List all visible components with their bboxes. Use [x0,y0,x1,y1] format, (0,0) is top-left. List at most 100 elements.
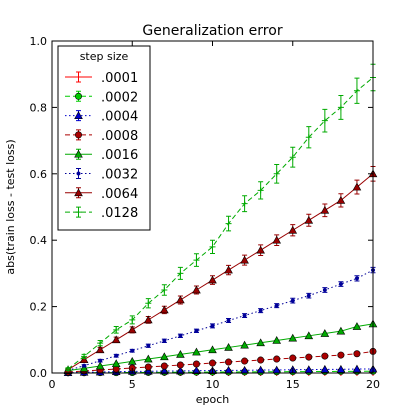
data-point [288,333,298,342]
data-point [65,366,72,373]
data-point [256,245,265,254]
data-point [352,364,362,373]
data-point [95,345,105,354]
data-point [289,154,296,161]
data-point [144,363,152,371]
data-point [321,117,328,124]
data-point [97,340,104,347]
data-point [194,328,199,333]
data-point [145,300,152,307]
legend-entry: .0002 [65,90,138,105]
data-point [113,326,120,333]
legend-label: .0016 [101,148,138,163]
data-point [130,348,135,353]
y-tick-label: 0.0 [30,367,48,380]
data-point [305,134,312,141]
legend-label: .0128 [101,206,138,221]
data-point [257,356,265,364]
data-point [304,331,314,340]
series-0016 [63,319,378,375]
legend-label: .0001 [101,71,138,86]
x-tick-label: 5 [129,378,136,391]
y-tick-label: 1.0 [30,35,48,48]
data-point [256,338,265,347]
data-point [336,326,346,335]
data-point [321,352,329,360]
data-point [320,364,330,373]
legend-entry: .0032 [65,168,138,183]
data-point [354,276,360,281]
data-point [160,305,169,314]
data-point [208,275,217,284]
data-point [75,74,82,80]
data-point [127,325,137,334]
series-0032 [65,266,376,373]
data-point [114,353,119,358]
data-point [143,354,153,363]
series-line [67,323,374,372]
y-axis-label: abs(train loss - test loss) [4,139,17,274]
data-point [226,318,231,323]
data-point [274,303,279,308]
series-0064 [63,165,378,374]
data-point [127,356,137,365]
data-point [241,200,248,207]
data-point [242,313,247,318]
data-point [192,347,201,356]
data-point [224,265,233,274]
data-point [162,338,167,343]
data-point [143,315,153,324]
data-point [192,360,200,368]
x-tick-label: 10 [206,378,220,391]
legend-label: .0064 [101,187,138,202]
data-point [161,287,168,293]
data-point [305,353,313,361]
y-tick-label: 0.4 [30,234,48,247]
data-point [288,225,298,234]
data-point [75,92,83,100]
x-tick-label: 20 [366,378,380,391]
data-point [160,366,169,375]
data-point [258,308,263,313]
series-line [67,269,374,371]
data-point [353,350,361,358]
data-point [352,182,362,191]
legend-label: .0002 [101,90,138,105]
data-point [272,235,282,244]
y-tick-label: 0.8 [30,101,48,114]
data-point [353,87,360,94]
series-line [67,77,374,370]
axis-ticks: 0 5 10 15 20 0.0 0.2 0.4 0.6 0.8 1.0 [30,35,381,391]
data-point [74,111,83,119]
data-point [146,343,151,348]
data-point [192,366,201,375]
data-point [129,316,136,323]
data-point [192,285,201,294]
data-point [193,257,200,264]
data-point [273,355,281,363]
legend-title: step size [80,50,129,63]
data-point [178,333,183,338]
data-point [304,215,314,224]
data-point [210,323,215,328]
data-point [337,351,345,359]
data-point [111,359,121,368]
data-point [81,353,88,360]
data-point [337,104,344,111]
data-point [177,270,184,277]
data-point [320,205,330,214]
data-point [322,287,327,293]
data-point [257,187,264,194]
legend-entry: .0064 [65,187,138,202]
data-point [225,220,232,227]
data-point [95,361,105,370]
data-point [320,329,330,337]
data-point [74,149,83,158]
y-tick-label: 0.2 [30,301,48,314]
data-point [76,171,81,176]
data-point [79,363,89,372]
legend-entry: .0004 [65,110,138,125]
data-point [240,255,249,264]
legend-entry: .0016 [65,148,138,163]
